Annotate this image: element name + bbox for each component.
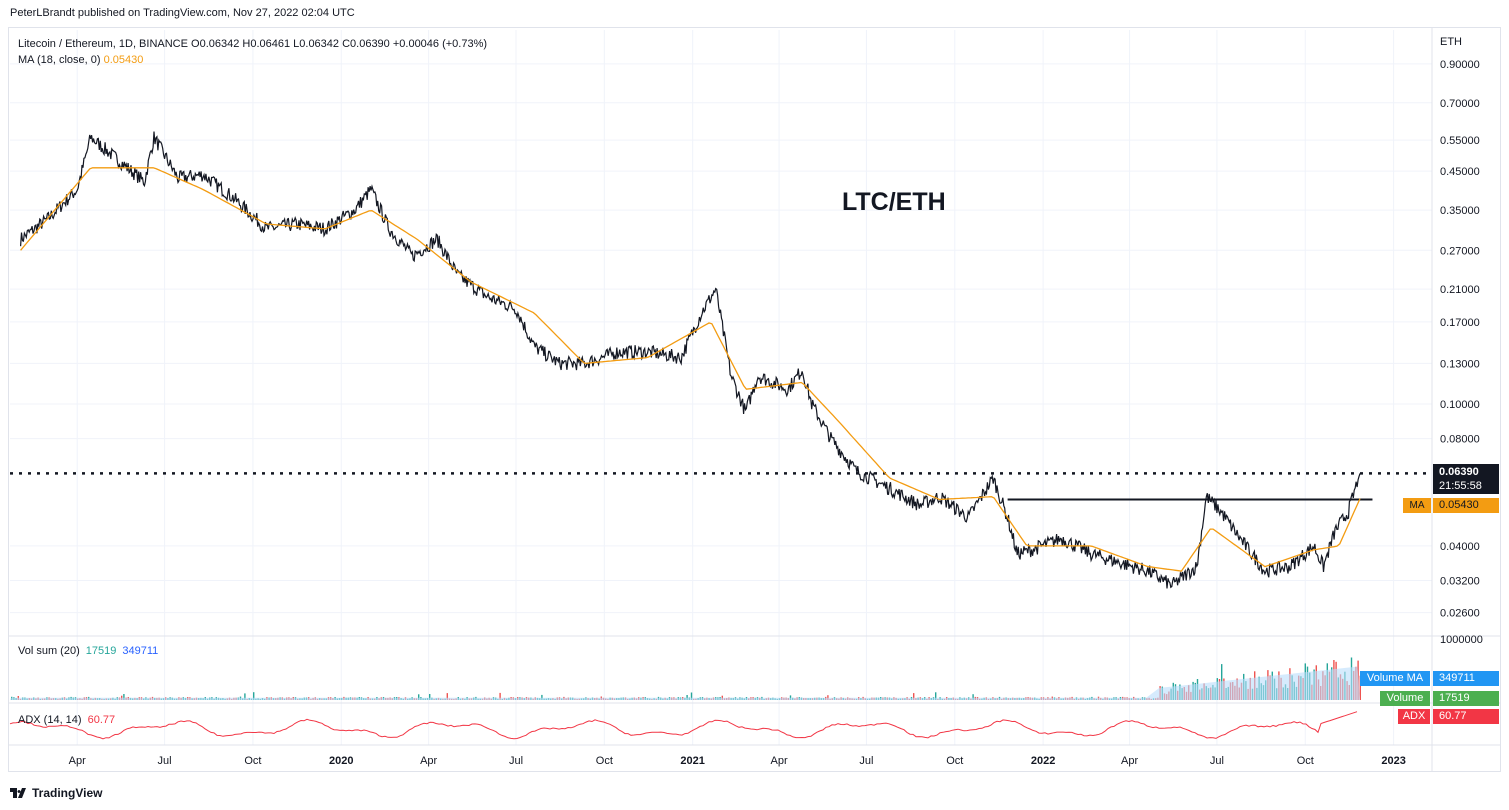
price-tick-label: 0.02600 <box>1440 608 1480 620</box>
adx-tag-value: 60.77 <box>1433 709 1499 724</box>
volume-ma-area <box>10 666 1360 700</box>
volume-bar <box>499 692 501 700</box>
volume-bar <box>418 694 420 700</box>
volume-ma-legend-value: 349711 <box>122 645 159 657</box>
volume-bar <box>972 694 974 700</box>
time-tick-label: Oct <box>244 755 261 767</box>
grid <box>10 30 1432 745</box>
time-tick-label: Apr <box>69 755 86 767</box>
time-tick-label: Apr <box>1121 755 1138 767</box>
volume-bar <box>690 692 693 700</box>
volume-tag-label: Volume <box>1380 691 1430 706</box>
volume-ma-tag-value: 349711 <box>1433 671 1499 686</box>
volume-bar <box>541 694 543 700</box>
time-tick-label: Jul <box>1210 755 1224 767</box>
time-tick-label: 2023 <box>1381 755 1405 767</box>
volume-bar <box>827 695 829 700</box>
ma-axis-tag-label: MA <box>1403 498 1431 513</box>
volume-bar <box>935 692 937 700</box>
publisher-line: PeterLBrandt published on TradingView.co… <box>10 7 355 19</box>
price-tick-label: 0.35000 <box>1440 205 1480 217</box>
adx-line <box>9 711 1358 740</box>
price-tick-label: 0.04000 <box>1440 541 1480 553</box>
price-tick-label: 0.17000 <box>1440 317 1480 329</box>
price-tick-label: 0.90000 <box>1440 59 1480 71</box>
chart-title: LTC/ETH <box>842 188 946 216</box>
time-tick-label: 2020 <box>329 755 353 767</box>
volume-bar <box>253 692 255 700</box>
footer-brand[interactable]: TradingView <box>10 786 102 800</box>
chart-legend[interactable]: Litecoin / Ethereum, 1D, BINANCE O0.0634… <box>18 36 487 68</box>
volume-bar <box>429 694 431 700</box>
ma-label: MA (18, close, 0) <box>18 54 101 66</box>
time-tick-label: Oct <box>1297 755 1314 767</box>
time-tick-label: Oct <box>596 755 613 767</box>
ma-series-line <box>20 167 1361 572</box>
price-tick-label: 0.03200 <box>1440 575 1480 587</box>
volume-bar <box>123 694 125 700</box>
volume-legend-value: 17519 <box>85 645 117 657</box>
chart-frame <box>8 27 1501 772</box>
price-tick-label: 0.13000 <box>1440 358 1480 370</box>
tradingview-logo-icon <box>10 787 26 798</box>
volume-ma-tag-label: Volume MA <box>1360 671 1430 686</box>
time-tick-label: Apr <box>771 755 788 767</box>
volume-tag-value: 17519 <box>1433 691 1499 706</box>
time-axis: Apr Jul Oct 2020 Apr Jul Oct 2021 Apr Jul Oct 2022 A… <box>69 755 1406 767</box>
volume-bar <box>244 693 246 700</box>
price-tick-label: 0.21000 <box>1440 284 1480 296</box>
volume-axis-top: 1000000 <box>1440 634 1483 646</box>
price-axis: 0.90000 0.70000 0.55000 0.45000 0.35000 0.270… <box>1440 59 1480 620</box>
time-tick-label: Jul <box>158 755 172 767</box>
time-tick-label: Jul <box>509 755 523 767</box>
price-series-line <box>20 131 1361 589</box>
ma-legend[interactable]: MA (18, close, 0) 0.05430 <box>18 52 487 68</box>
last-price-tag: 0.06390 21:55:58 <box>1433 464 1499 494</box>
pane-dividers <box>8 28 1500 771</box>
footer-brand-text: TradingView <box>32 786 103 800</box>
adx-legend[interactable]: ADX (14, 14) 60.77 <box>18 714 115 726</box>
adx-legend-label: ADX (14, 14) <box>18 714 82 726</box>
time-tick-label: Apr <box>420 755 437 767</box>
price-tick-label: 0.08000 <box>1440 434 1480 446</box>
price-tick-label: 0.55000 <box>1440 135 1480 147</box>
price-tick-label: 0.70000 <box>1440 98 1480 110</box>
volume-bar <box>913 693 915 700</box>
volume-bar <box>1359 675 1361 700</box>
countdown: 21:55:58 <box>1439 480 1482 492</box>
last-price-value: 0.06390 <box>1439 466 1479 478</box>
price-tick-label: 0.10000 <box>1440 399 1480 411</box>
volume-legend[interactable]: Vol sum (20) 17519 349711 <box>18 645 158 657</box>
time-tick-label: Jul <box>859 755 873 767</box>
adx-legend-value: 60.77 <box>87 714 116 726</box>
volume-bar <box>446 693 448 700</box>
volume-legend-label: Vol sum (20) <box>18 645 80 657</box>
time-tick-label: 2022 <box>1031 755 1055 767</box>
time-tick-label: Oct <box>946 755 963 767</box>
price-tick-label: 0.45000 <box>1440 166 1480 178</box>
ma-axis-tag-value: 0.05430 <box>1433 498 1499 513</box>
symbol-line: Litecoin / Ethereum, 1D, BINANCE O0.0634… <box>18 38 488 50</box>
volume-bar <box>686 695 688 700</box>
adx-tag-label: ADX <box>1398 709 1430 724</box>
currency-label: ETH <box>1440 36 1462 48</box>
ma-value: 0.05430 <box>103 54 144 66</box>
price-tick-label: 0.27000 <box>1440 245 1480 257</box>
time-tick-label: 2021 <box>680 755 704 767</box>
